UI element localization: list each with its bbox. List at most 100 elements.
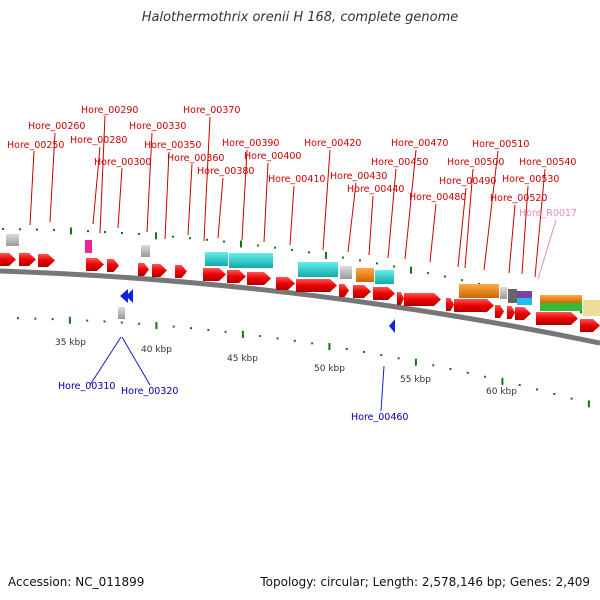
leader-line (404, 149, 417, 260)
tick-mark (325, 251, 327, 259)
tick-mark (87, 230, 89, 233)
tick-mark (51, 318, 54, 321)
gene-label[interactable]: Hore_00430 (330, 171, 387, 182)
genome-backbone (0, 268, 600, 346)
leader-line (289, 185, 295, 246)
leader-line (187, 163, 193, 236)
tick-mark (70, 227, 72, 235)
gene-block-cyan (517, 298, 532, 305)
gene-block-yellow (583, 300, 600, 316)
tick-mark (240, 240, 242, 248)
gene-label[interactable]: Hore_00480 (409, 192, 466, 203)
gene-label[interactable]: Hore_00370 (183, 105, 240, 116)
gene-arrow (86, 258, 104, 271)
leader-line (89, 336, 122, 386)
gene-label[interactable]: Hore_00520 (490, 193, 547, 204)
gene-arrow (227, 270, 246, 283)
tick-mark (138, 322, 141, 325)
gene-label[interactable]: Hore_00460 (351, 412, 408, 423)
leader-line (508, 204, 516, 274)
tick-mark (172, 325, 175, 328)
gene-block-gray (141, 245, 150, 257)
gene-label[interactable]: Hore_00450 (371, 157, 428, 168)
gene-block-magenta (85, 240, 92, 253)
gene-arrow (0, 253, 16, 266)
gene-block-gray (508, 289, 517, 303)
tick-mark (207, 328, 210, 331)
scale-label: 50 kbp (314, 364, 345, 374)
gene-label[interactable]: Hore_00250 (7, 140, 64, 151)
gene-label[interactable]: Hore_00410 (268, 174, 325, 185)
gene-block-cyan (375, 270, 394, 284)
gene-label[interactable]: Hore_00350 (144, 140, 201, 151)
gene-arrow (247, 272, 271, 285)
label-leader-lines (29, 115, 557, 412)
gene-arrow (152, 264, 167, 277)
scale-labels: 35 kbp 40 kbp 45 kbp 50 kbp 55 kbp 60 kb… (55, 338, 517, 397)
gene-label[interactable]: Hore_00470 (391, 138, 448, 149)
tick-mark (444, 275, 446, 278)
tick-mark (223, 240, 225, 243)
tick-mark (461, 279, 463, 282)
reverse-gene-arrow (120, 289, 128, 303)
tick-mark (553, 392, 556, 395)
gene-label[interactable]: Hore_00390 (222, 138, 279, 149)
leader-line (241, 149, 248, 241)
gene-label[interactable]: Hore_00300 (94, 157, 151, 168)
gene-label[interactable]: Hore_00330 (129, 121, 186, 132)
leader-line (322, 149, 331, 251)
gene-label[interactable]: Hore_00440 (347, 184, 404, 195)
map-title: Halothermothrix orenii H 168, complete g… (141, 10, 459, 25)
tick-mark (257, 244, 259, 247)
gene-label[interactable]: Hore_00290 (81, 105, 138, 116)
leader-line (203, 116, 211, 242)
gene-label[interactable]: Hore_00260 (28, 121, 85, 132)
leader-line (49, 132, 56, 223)
leader-line (457, 187, 467, 268)
gene-arrow (19, 253, 36, 266)
gene-label[interactable]: Hore_00310 (58, 381, 115, 392)
leader-line (29, 150, 35, 226)
tick-mark (291, 248, 293, 251)
gene-arrow (580, 319, 600, 332)
gene-label[interactable]: Hore_00400 (244, 151, 301, 162)
tick-mark (224, 330, 227, 333)
gene-label[interactable]: Hore_00360 (167, 153, 224, 164)
gene-arrow (373, 287, 395, 300)
gene-block-cyan (298, 262, 338, 277)
tick-mark (432, 364, 435, 367)
gene-block-gray (6, 234, 19, 246)
gene-label[interactable]: Hore_00380 (197, 166, 254, 177)
gene-arrow (495, 305, 504, 318)
tick-mark (376, 262, 378, 265)
tick-mark (380, 354, 383, 357)
tick-mark (587, 400, 590, 408)
gene-label[interactable]: Hore_00420 (304, 138, 361, 149)
leader-line (483, 150, 499, 271)
top-gene-labels: Hore_00250 Hore_00260 Hore_00280 Hore_00… (7, 105, 576, 204)
tick-mark (342, 256, 344, 259)
tick-mark (427, 272, 429, 275)
gene-label[interactable]: Hore_00280 (70, 135, 127, 146)
gene-label[interactable]: Hore_00490 (439, 176, 496, 187)
tick-mark (518, 384, 521, 387)
tick-mark (311, 342, 314, 345)
gene-block-gray (340, 266, 352, 279)
tick-mark (103, 320, 106, 323)
tick-mark (466, 371, 469, 374)
gene-label[interactable]: Hore_00500 (447, 157, 504, 168)
tick-mark (2, 228, 4, 231)
rna-gene-label[interactable]: Hore_R0017 (519, 208, 577, 219)
scale-label: 55 kbp (400, 375, 431, 385)
tick-mark (104, 231, 106, 234)
gene-label[interactable]: Hore_00320 (121, 386, 178, 397)
gene-arrow (404, 293, 441, 306)
gene-label[interactable]: Hore_00530 (502, 174, 559, 185)
gene-arrow (353, 285, 371, 298)
tick-mark (414, 358, 417, 366)
tick-mark (155, 232, 157, 240)
gene-label[interactable]: Hore_00540 (519, 157, 576, 168)
gene-label[interactable]: Hore_00510 (472, 139, 529, 150)
